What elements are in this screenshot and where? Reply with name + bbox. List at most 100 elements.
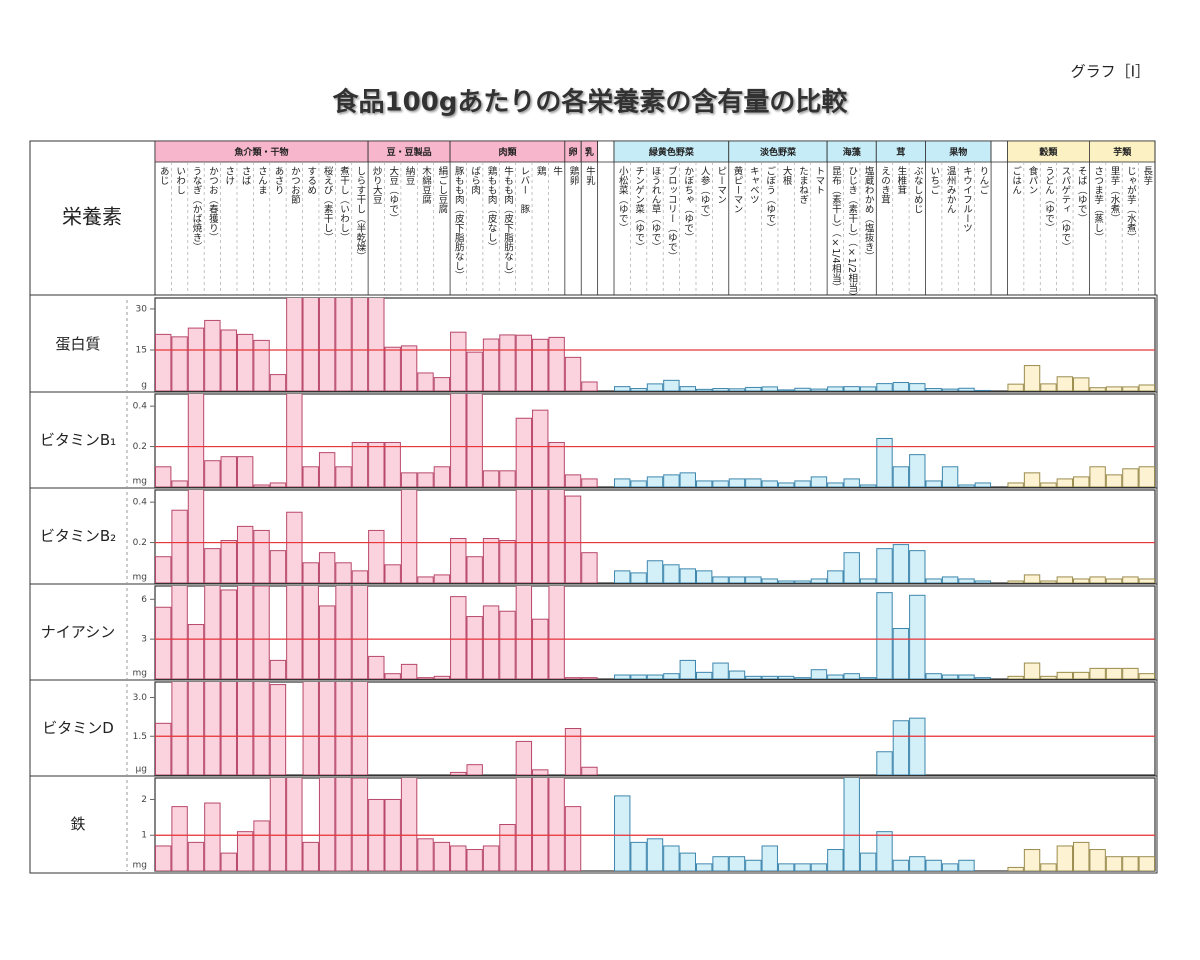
- bar: [155, 333, 172, 391]
- group-name: 茸: [896, 146, 905, 158]
- bar: [236, 682, 254, 775]
- food-name: うどん（ゆで）: [1043, 166, 1055, 233]
- bar: [745, 859, 762, 871]
- bar: [892, 859, 910, 871]
- bar: [1023, 365, 1041, 391]
- y-tick-label: 6: [141, 595, 147, 605]
- bar: [204, 548, 221, 583]
- bar: [614, 674, 631, 679]
- bars: [155, 490, 1155, 583]
- bar: [745, 386, 762, 391]
- bar: [417, 372, 434, 391]
- bar: [515, 740, 533, 775]
- bar: [777, 675, 795, 679]
- bar: [794, 677, 811, 679]
- bar: [859, 677, 877, 679]
- bars: [155, 586, 1155, 679]
- bar: [958, 674, 975, 679]
- bar: [171, 480, 188, 487]
- bar: [761, 845, 778, 871]
- bar: [417, 838, 434, 871]
- bar: [827, 482, 844, 487]
- bar: [925, 388, 942, 391]
- bar: [351, 570, 369, 583]
- bar: [302, 562, 319, 583]
- chart-title: 食品100gあたりの各栄養素の含有量の比較: [333, 87, 849, 118]
- bar: [777, 389, 795, 391]
- bar: [286, 778, 303, 871]
- y-tick-label: 0.4: [133, 402, 148, 412]
- bar: [351, 586, 369, 679]
- group-name: 卵: [569, 146, 578, 158]
- bar: [695, 570, 713, 583]
- bar: [925, 673, 942, 679]
- bar: [1007, 482, 1024, 487]
- food-name: チンゲン菜（ゆで）: [633, 166, 645, 252]
- bar: [532, 769, 549, 775]
- bar: [171, 509, 188, 583]
- bar: [1007, 675, 1024, 679]
- bar: [318, 298, 336, 391]
- unit-label: mg: [133, 573, 147, 583]
- bar: [335, 682, 352, 775]
- y-tick-label: 15: [136, 345, 147, 355]
- bar: [187, 682, 205, 775]
- bar: [564, 677, 582, 679]
- food-name: ひじき（素干し）（×1/2相当）: [846, 166, 858, 302]
- food-name: かつお（春獲り）: [207, 166, 219, 242]
- bar: [1105, 386, 1123, 391]
- food-name: さば: [240, 166, 252, 185]
- bar: [614, 386, 631, 391]
- bar: [564, 495, 582, 583]
- group-name: 肉類: [498, 146, 517, 158]
- bar: [269, 659, 287, 679]
- bar: [1122, 576, 1139, 583]
- bar: [187, 394, 205, 487]
- bar: [318, 682, 336, 775]
- bar: [581, 381, 598, 391]
- bar: [827, 570, 844, 583]
- food-name: いちご: [928, 166, 939, 195]
- bar: [892, 720, 910, 775]
- bar: [974, 482, 992, 487]
- bar: [466, 394, 483, 487]
- food-name: かつお節: [289, 166, 301, 205]
- bar: [663, 673, 680, 679]
- food-name: 生椎茸: [895, 165, 907, 194]
- food-name: するめ: [305, 166, 317, 195]
- bar: [728, 478, 746, 487]
- bar: [269, 374, 287, 391]
- food-name: ピーマン: [715, 166, 726, 204]
- food-name: 人参（ゆで）: [699, 166, 711, 223]
- food-name: さけ: [223, 166, 234, 185]
- bar: [745, 675, 762, 679]
- bar: [384, 673, 401, 679]
- bar: [1105, 856, 1123, 871]
- bar: [728, 856, 746, 871]
- bar: [302, 466, 319, 487]
- bar: [236, 831, 254, 871]
- bar: [400, 472, 418, 487]
- bar: [843, 552, 860, 583]
- bar: [433, 841, 451, 871]
- food-name: そば（ゆで）: [1076, 166, 1088, 223]
- bar: [548, 336, 565, 391]
- bars: [155, 778, 1155, 871]
- group-header: [990, 140, 1008, 163]
- y-tick-label: 3: [141, 635, 147, 645]
- bar: [269, 778, 287, 871]
- bar: [630, 841, 647, 871]
- food-name: ごぼう（ゆで）: [764, 165, 776, 232]
- bar: [482, 538, 500, 583]
- bar: [794, 580, 811, 583]
- bar: [400, 345, 418, 391]
- bar: [1073, 671, 1090, 679]
- group-name: 海藻: [843, 146, 862, 158]
- bar: [400, 490, 418, 583]
- bar: [909, 550, 926, 583]
- bar: [236, 525, 254, 583]
- bar: [515, 778, 533, 871]
- food-name: 木綿豆腐: [420, 165, 432, 205]
- bar: [253, 586, 270, 679]
- y-tick-label: 0.2: [133, 442, 147, 452]
